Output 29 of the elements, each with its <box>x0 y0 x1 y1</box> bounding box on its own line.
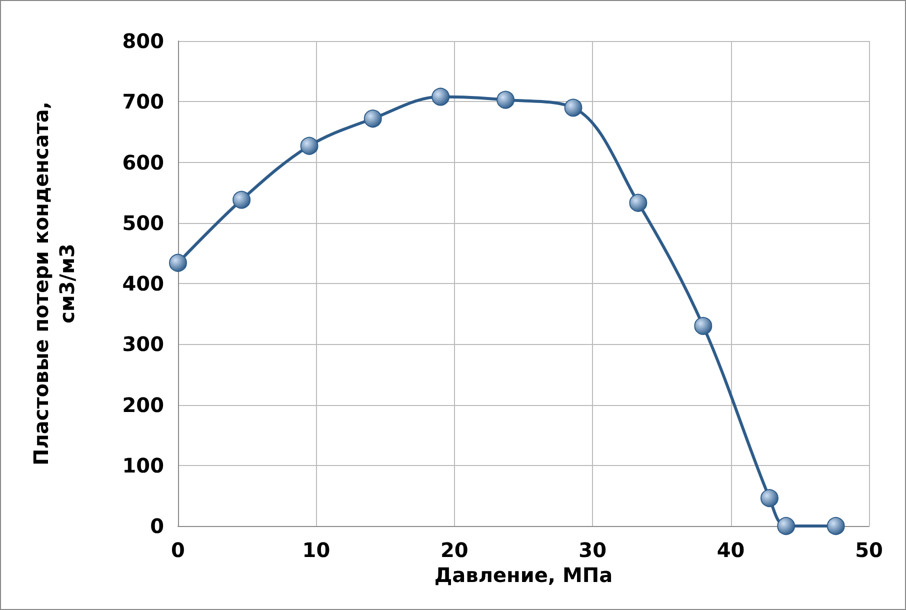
point <box>826 517 845 535</box>
x-tick-label: 40 <box>716 538 745 562</box>
point <box>760 489 778 508</box>
point <box>496 90 515 109</box>
point <box>364 110 382 128</box>
point <box>564 98 582 117</box>
point <box>300 136 318 155</box>
point <box>777 517 796 535</box>
y-tick-label: 600 <box>122 150 164 174</box>
y-axis-title: Пластовые потери конденсата, см3/м3 <box>29 101 79 466</box>
point <box>232 190 251 209</box>
x-tick-label: 20 <box>440 538 468 562</box>
y-tick-label: 200 <box>122 392 164 417</box>
y-tick-label: 100 <box>122 453 164 478</box>
x-axis-title: Давление, МПа <box>434 562 613 587</box>
point <box>169 254 187 272</box>
y-tick-label: 300 <box>122 332 164 356</box>
x-tick-label: 30 <box>578 538 607 562</box>
point <box>432 88 450 106</box>
point <box>694 316 712 335</box>
x-tick-label: 0 <box>171 538 185 562</box>
x-tick-label: 10 <box>302 538 330 562</box>
y-tick-label: 800 <box>122 29 164 53</box>
y-tick-label: 500 <box>122 210 164 235</box>
y-tick-label: 700 <box>122 90 164 114</box>
x-tick-label: 50 <box>855 538 883 562</box>
y-tick-label: 400 <box>122 272 164 296</box>
point <box>629 194 648 212</box>
y-tick-label: 0 <box>150 514 164 538</box>
